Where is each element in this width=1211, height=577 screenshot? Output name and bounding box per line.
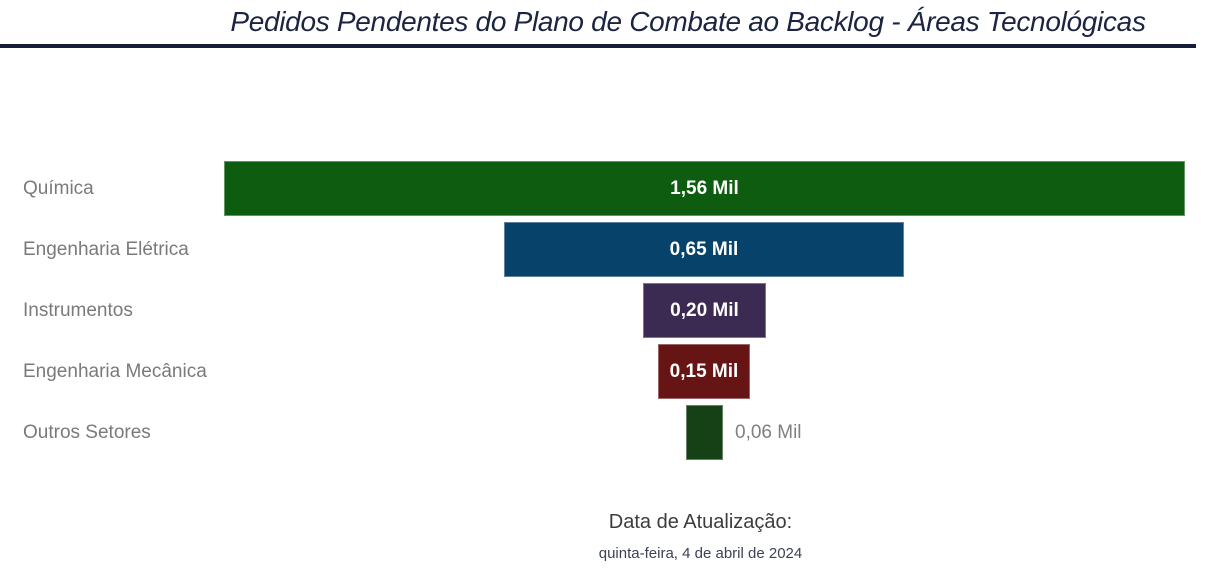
funnel-bar-engenharia-mecanica[interactable]: 0,15 Mil: [658, 344, 750, 399]
funnel-bar-outros-setores[interactable]: [686, 405, 723, 460]
chart-title-area: Pedidos Pendentes do Plano de Combate ao…: [175, 6, 1201, 38]
funnel-row-instrumentos: Instrumentos 0,20 Mil: [0, 283, 1211, 338]
category-label-engenharia-eletrica: Engenharia Elétrica: [23, 238, 189, 260]
funnel-bar-engenharia-eletrica[interactable]: 0,65 Mil: [504, 222, 904, 277]
funnel-row-outros-setores: Outros Setores 0,06 Mil: [0, 405, 1211, 460]
value-label-quimica: 1,56 Mil: [670, 177, 739, 199]
title-underline: [0, 44, 1196, 48]
funnel-bar-instrumentos[interactable]: 0,20 Mil: [643, 283, 766, 338]
category-label-outros-setores: Outros Setores: [23, 421, 151, 443]
value-label-instrumentos: 0,20 Mil: [670, 299, 739, 321]
value-label-engenharia-eletrica: 0,65 Mil: [669, 238, 739, 260]
funnel-row-engenharia-mecanica: Engenharia Mecânica 0,15 Mil: [0, 344, 1211, 399]
funnel-bar-quimica[interactable]: 1,56 Mil: [224, 161, 1185, 216]
value-label-outros-setores: 0,06 Mil: [735, 421, 802, 443]
funnel-row-engenharia-eletrica: Engenharia Elétrica 0,65 Mil: [0, 222, 1211, 277]
category-label-quimica: Química: [23, 177, 94, 199]
update-date-label: Data de Atualização:: [608, 511, 793, 533]
chart-title: Pedidos Pendentes do Plano de Combate ao…: [230, 6, 1146, 37]
funnel-row-quimica: Química 1,56 Mil: [0, 161, 1211, 216]
category-label-instrumentos: Instrumentos: [23, 299, 133, 321]
update-date-block: Data de Atualização: quinta-feira, 4 de …: [190, 511, 1211, 562]
value-label-engenharia-mecanica: 0,15 Mil: [669, 360, 739, 382]
category-label-engenharia-mecanica: Engenharia Mecânica: [23, 360, 207, 382]
update-date-value: quinta-feira, 4 de abril de 2024: [598, 545, 803, 562]
